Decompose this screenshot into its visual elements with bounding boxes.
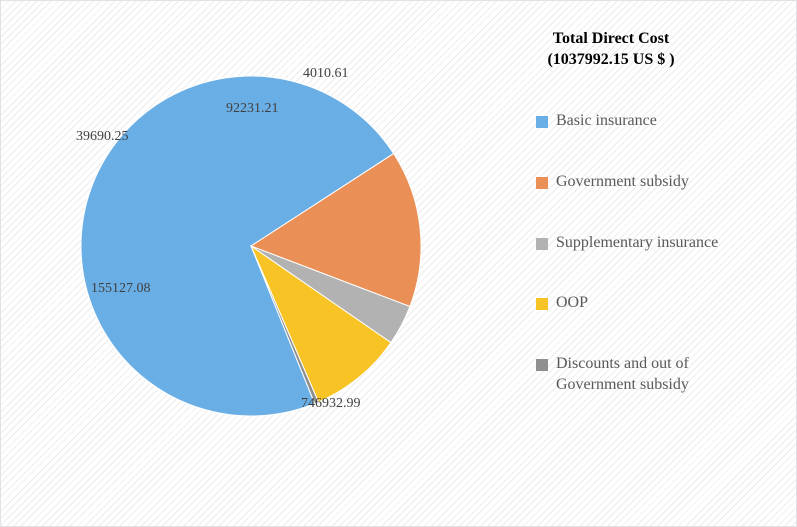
title-line-2: (1037992.15 US $ ) <box>547 51 674 68</box>
legend-swatch-oop <box>536 298 548 310</box>
legend-label-basic-insurance: Basic insurance <box>556 111 657 132</box>
legend-swatch-government-subsidy <box>536 177 548 189</box>
legend: Basic insurance Government subsidy Suppl… <box>536 111 786 396</box>
title-line-1: Total Direct Cost <box>553 30 669 47</box>
legend-swatch-supplementary-insurance <box>536 238 548 250</box>
legend-item-supplementary-insurance: Supplementary insurance <box>536 233 786 254</box>
data-label-basic-insurance: 746932.99 <box>301 396 361 412</box>
chart-container: Total Direct Cost (1037992.15 US $ ) 746… <box>0 0 797 527</box>
data-label-government-subsidy: 155127.08 <box>91 281 151 297</box>
pie-chart-area <box>81 76 421 416</box>
legend-item-government-subsidy: Government subsidy <box>536 172 786 193</box>
legend-swatch-discounts <box>536 359 548 371</box>
legend-label-oop: OOP <box>556 293 588 314</box>
data-label-supplementary-insurance: 39690.25 <box>76 129 129 145</box>
legend-label-government-subsidy: Government subsidy <box>556 172 689 193</box>
data-label-oop: 92231.21 <box>226 101 279 117</box>
legend-item-basic-insurance: Basic insurance <box>536 111 786 132</box>
legend-item-oop: OOP <box>536 293 786 314</box>
legend-label-supplementary-insurance: Supplementary insurance <box>556 233 718 254</box>
chart-title: Total Direct Cost (1037992.15 US $ ) <box>481 29 741 71</box>
legend-swatch-basic-insurance <box>536 116 548 128</box>
pie-chart-svg <box>81 76 421 416</box>
legend-item-discounts: Discounts and out of Government subsidy <box>536 354 786 396</box>
legend-label-discounts: Discounts and out of Government subsidy <box>556 354 756 396</box>
data-label-discounts: 4010.61 <box>303 66 349 82</box>
